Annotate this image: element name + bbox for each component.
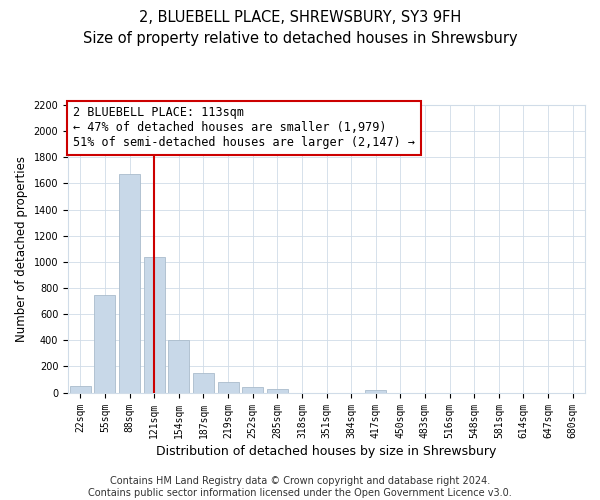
Bar <box>94 295 115 392</box>
Bar <box>193 373 214 392</box>
Bar <box>267 389 288 392</box>
Text: 2 BLUEBELL PLACE: 113sqm
← 47% of detached houses are smaller (1,979)
51% of sem: 2 BLUEBELL PLACE: 113sqm ← 47% of detach… <box>73 106 415 150</box>
Bar <box>218 382 239 392</box>
Bar <box>169 340 189 392</box>
Bar <box>365 390 386 392</box>
Text: Contains HM Land Registry data © Crown copyright and database right 2024.
Contai: Contains HM Land Registry data © Crown c… <box>88 476 512 498</box>
Bar <box>119 174 140 392</box>
Text: 2, BLUEBELL PLACE, SHREWSBURY, SY3 9FH
Size of property relative to detached hou: 2, BLUEBELL PLACE, SHREWSBURY, SY3 9FH S… <box>83 10 517 46</box>
Bar <box>70 386 91 392</box>
Bar <box>242 388 263 392</box>
Y-axis label: Number of detached properties: Number of detached properties <box>15 156 28 342</box>
Bar <box>144 256 164 392</box>
X-axis label: Distribution of detached houses by size in Shrewsbury: Distribution of detached houses by size … <box>157 444 497 458</box>
